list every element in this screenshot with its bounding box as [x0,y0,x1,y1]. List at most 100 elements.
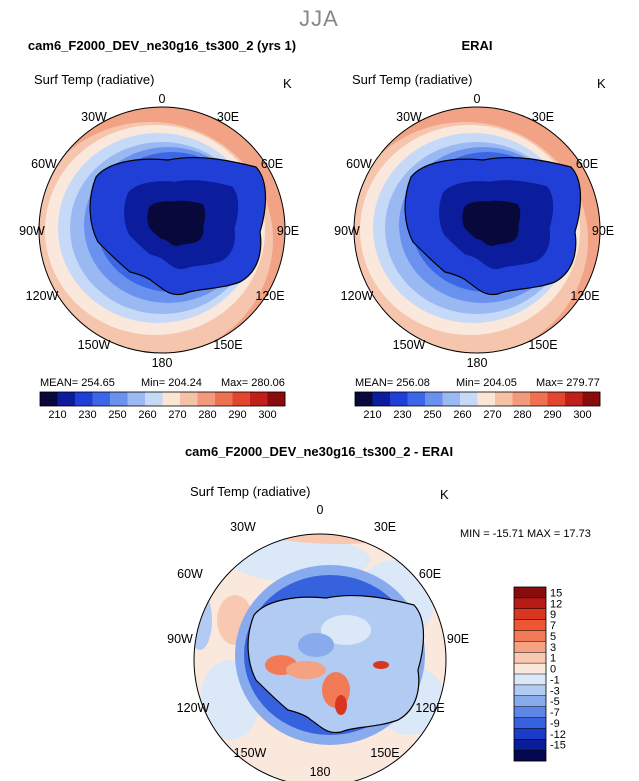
colorbar-swatch [565,392,583,406]
colorbar-swatch [512,392,531,406]
colorbar-tick-label: -12 [550,729,566,741]
panel-model: cam6_F2000_DEV_ne30g16_ts300_2 (yrs 1) S… [19,38,299,421]
lon-label-60w: 60W [31,157,57,171]
panel-diff-variable: Surf Temp (radiative) [190,484,310,499]
panel-obs: ERAI Surf Temp (radiative) K 0 30E 60E 9… [334,38,614,421]
lon-label-30e: 30E [374,520,396,534]
lon-label-150w: 150W [234,746,267,760]
panel-obs-variable: Surf Temp (radiative) [352,72,472,87]
colorbar-tick-label: 290 [228,409,246,421]
panel-obs-max: Max= 279.77 [536,377,600,389]
lon-label-90w: 90W [167,632,193,646]
panel-obs-units: K [597,76,606,91]
colorbar-tick-label: 9 [550,609,556,621]
colorbar-swatch [40,392,58,406]
colorbar-tick-label: 230 [393,409,411,421]
lon-label-180: 180 [152,356,173,370]
lon-label-180: 180 [310,765,331,779]
colorbar-tick-label: 300 [258,409,276,421]
lon-label-120w: 120W [177,701,210,715]
panel-diff: cam6_F2000_DEV_ne30g16_ts300_2 - ERAI Su… [167,444,591,781]
panel-diff-map [194,534,446,781]
panel-model-max: Max= 280.06 [221,377,285,389]
lon-label-150w: 150W [393,338,426,352]
colorbar-tick-label: 0 [550,664,556,676]
lon-label-0: 0 [317,503,324,517]
colorbar-tick-label: -9 [550,718,560,730]
panel-model-map [39,107,285,353]
colorbar-swatch [372,392,391,406]
colorbar-tick-label: 260 [453,409,471,421]
colorbar-swatch [442,392,461,406]
colorbar-swatch [390,392,408,406]
colorbar-swatch [514,728,546,740]
colorbar-swatch [407,392,426,406]
panel-model-mean: MEAN= 254.65 [40,377,115,389]
colorbar-tick-label: 5 [550,631,556,643]
lon-label-150e: 150E [528,338,557,352]
lon-label-60e: 60E [576,157,598,171]
lon-label-120w: 120W [26,289,59,303]
panel-obs-colorbar: 210 230 250 260 270 280 290 300 [354,391,601,421]
colorbar-swatch [267,392,286,406]
lon-label-60w: 60W [177,567,203,581]
lon-label-60e: 60E [419,567,441,581]
lon-label-90w: 90W [19,224,45,238]
colorbar-swatch [514,630,546,642]
colorbar-swatch [250,392,268,406]
lon-label-150e: 150E [213,338,242,352]
colorbar-swatch [145,392,163,406]
colorbar-swatch [514,684,546,697]
panel-model-min: Min= 204.24 [141,377,202,389]
colorbar-swatch [460,392,478,406]
colorbar-swatch [180,392,198,406]
colorbar-swatch [92,392,111,406]
colorbar-swatch [514,674,546,686]
lon-label-0: 0 [474,92,481,106]
colorbar-swatch [514,641,546,653]
colorbar-swatch [162,392,181,406]
lon-label-90w: 90W [334,224,360,238]
panel-model-colorbar: 210 230 250 260 270 280 290 300 [39,391,286,421]
lon-label-30w: 30W [230,520,256,534]
colorbar-swatch [110,392,128,406]
colorbar-swatch [514,750,546,762]
lon-label-120e: 120E [570,289,599,303]
panel-obs-title: ERAI [461,38,492,53]
panel-model-title: cam6_F2000_DEV_ne30g16_ts300_2 (yrs 1) [28,38,296,53]
colorbar-tick-label: 12 [550,598,562,610]
colorbar-tick-label: 210 [363,409,381,421]
panel-diff-lon-labels: 0 30E 60E 90E 120E 150E 180 150W 120W 90… [167,503,469,779]
lon-label-0: 0 [159,92,166,106]
colorbar-frame [39,391,286,407]
colorbar-tick-label: 1 [550,653,556,665]
colorbar-swatch [514,597,546,610]
colorbar-swatch [514,619,546,631]
panel-obs-map [354,107,600,353]
colorbar-tick-label: 230 [78,409,96,421]
lon-label-150e: 150E [370,746,399,760]
colorbar-swatch [514,663,546,675]
colorbar-tick-label: -5 [550,696,560,708]
lon-label-180: 180 [467,356,488,370]
colorbar-swatch [514,652,546,664]
colorbar-tick-label: 15 [550,587,562,599]
panel-obs-lon-labels: 0 30E 60E 90E 120E 150E 180 150W 120W 90… [334,92,614,370]
lon-label-60w: 60W [346,157,372,171]
colorbar-tick-label: 280 [198,409,216,421]
colorbar-swatch [530,392,548,406]
colorbar-swatch [75,392,93,406]
colorbar-tick-label: 250 [108,409,126,421]
colorbar-swatch [232,392,251,406]
colorbar-swatch [514,739,546,751]
lon-label-30e: 30E [217,110,239,124]
lon-label-120e: 120E [255,289,284,303]
colorbar-tick-label: 270 [483,409,501,421]
lon-label-150w: 150W [78,338,111,352]
colorbar-tick-label: -3 [550,685,560,697]
colorbar-swatch [215,392,233,406]
colorbar-tick-label: 290 [543,409,561,421]
colorbar-tick-label: 270 [168,409,186,421]
colorbar-swatch [582,392,601,406]
